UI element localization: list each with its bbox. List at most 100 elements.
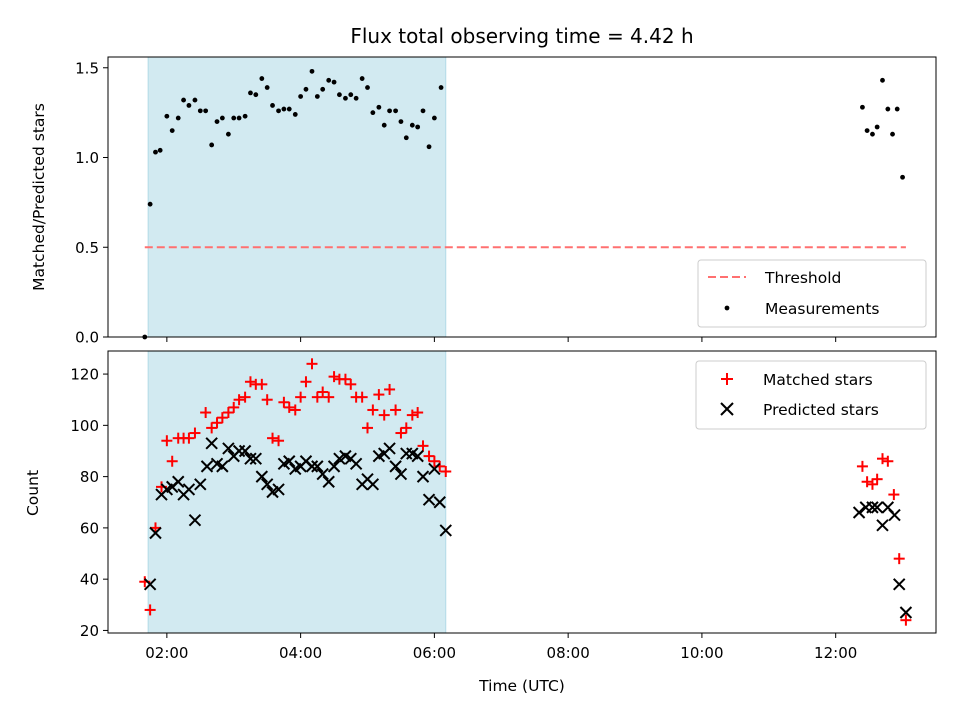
matched-stars-point	[283, 401, 295, 413]
predicted-stars-point	[200, 460, 214, 473]
measurements-point	[381, 122, 387, 128]
y-tick-label: 40	[80, 571, 99, 589]
measurements-point	[276, 108, 281, 114]
predicted-stars-point	[222, 442, 235, 455]
ratio-legend: Threshold Measurements	[697, 259, 927, 328]
measurements-point	[337, 92, 342, 98]
measurements-point	[348, 92, 354, 98]
matched-stars-point	[373, 389, 385, 401]
predicted-stars-point	[205, 437, 218, 450]
measurements-point	[885, 106, 891, 112]
matched-stars-point	[356, 391, 368, 403]
matched-stars-point	[317, 386, 329, 398]
measurements-point	[365, 85, 370, 90]
ratio-plot-frame	[107, 56, 937, 338]
matched-stars-point	[395, 427, 407, 439]
measurements-point	[303, 86, 309, 92]
matched-stars-point	[222, 407, 234, 419]
predicted-stars-point	[433, 496, 446, 509]
matched-stars-point	[300, 376, 312, 388]
y-tick-label: 60	[80, 519, 99, 537]
measurements-point	[147, 201, 153, 207]
threshold-legend-label: Threshold	[764, 269, 841, 287]
matched-stars-point	[149, 522, 161, 534]
measurements-point	[192, 97, 198, 103]
predicted-stars-point	[870, 501, 884, 514]
matched-stars-point	[239, 391, 251, 403]
measurements-point	[175, 115, 181, 121]
measurements-point	[403, 135, 409, 141]
measurements-point	[438, 85, 444, 90]
measurements-point	[393, 108, 398, 114]
predicted-stars-point	[428, 462, 441, 476]
matched-stars-point	[233, 394, 245, 406]
predicted-stars-point	[888, 508, 901, 522]
matched-stars-point	[183, 432, 195, 444]
counts-legend-box	[695, 360, 927, 430]
measurements-point	[292, 112, 298, 117]
predicted-stars-point	[143, 578, 157, 591]
measurements-point	[236, 115, 242, 121]
predicted-stars-point	[194, 478, 207, 491]
measurements-point	[314, 94, 320, 99]
measurements-point	[426, 144, 432, 150]
predicted-stars-point	[260, 478, 274, 491]
predicted-stars-point	[893, 578, 906, 591]
measurements-point	[209, 142, 215, 148]
counts-plot-frame	[107, 350, 937, 634]
y-tick-label: 1.5	[75, 59, 99, 77]
matched-stars-point	[367, 404, 379, 416]
matched-stars-point	[339, 373, 351, 385]
matched-stars-point	[328, 371, 340, 383]
x-tick-label: 04:00	[279, 644, 322, 662]
measurements-point	[281, 106, 287, 112]
matched-stars-point	[888, 489, 900, 501]
matched-stars-point	[400, 422, 412, 434]
matched-stars-point	[256, 378, 268, 390]
y-tick-label: 0.5	[75, 239, 99, 257]
counts-y-axis-label: Count	[24, 470, 42, 516]
predicted-stars-point	[394, 467, 408, 481]
measurements-point	[431, 115, 437, 121]
measurements-legend-swatch	[724, 305, 730, 311]
matched-stars-point	[228, 401, 240, 413]
matched-stars-point	[345, 378, 357, 390]
y-tick-label: 120	[70, 366, 99, 384]
matched-stars-point	[206, 422, 218, 434]
observing-window-span	[147, 56, 447, 338]
measurements-point	[320, 86, 326, 92]
predicted-stars-point	[316, 467, 329, 481]
matched-stars-point	[278, 396, 290, 408]
matched-stars-point	[856, 460, 868, 472]
predicted-stars-point	[149, 526, 162, 540]
matched-stars-point	[406, 409, 418, 421]
x-tick-label: 06:00	[413, 644, 456, 662]
x-axis-label: Time (UTC)	[478, 677, 565, 695]
matched-stars-point	[423, 450, 435, 462]
measurements-point	[880, 77, 885, 83]
matched-stars-point	[876, 453, 888, 465]
matched-stars-point	[311, 391, 323, 403]
measurements-point	[219, 115, 225, 121]
matched-stars-point	[267, 432, 279, 444]
predicted-stars-point	[389, 460, 402, 473]
predicted-stars-point	[216, 460, 229, 473]
matched-stars-point	[273, 435, 285, 447]
y-tick-label: 0.0	[75, 329, 99, 347]
measurements-point	[169, 128, 175, 133]
measurements-point	[164, 113, 170, 119]
matched-stars-point	[882, 455, 894, 467]
measurements-point	[331, 79, 337, 85]
predicted-stars-point	[311, 460, 324, 473]
matched-stars-point	[893, 553, 905, 565]
matched-stars-point	[244, 376, 256, 388]
ratio-legend-box	[697, 259, 927, 328]
matched-stars-point	[289, 404, 301, 416]
predicted-stars-point	[866, 501, 879, 514]
predicted-stars-legend-label: Predicted stars	[763, 401, 879, 419]
predicted-stars-point	[272, 483, 285, 496]
matched-stars-point	[306, 358, 318, 370]
predicted-stars-point	[238, 444, 252, 458]
